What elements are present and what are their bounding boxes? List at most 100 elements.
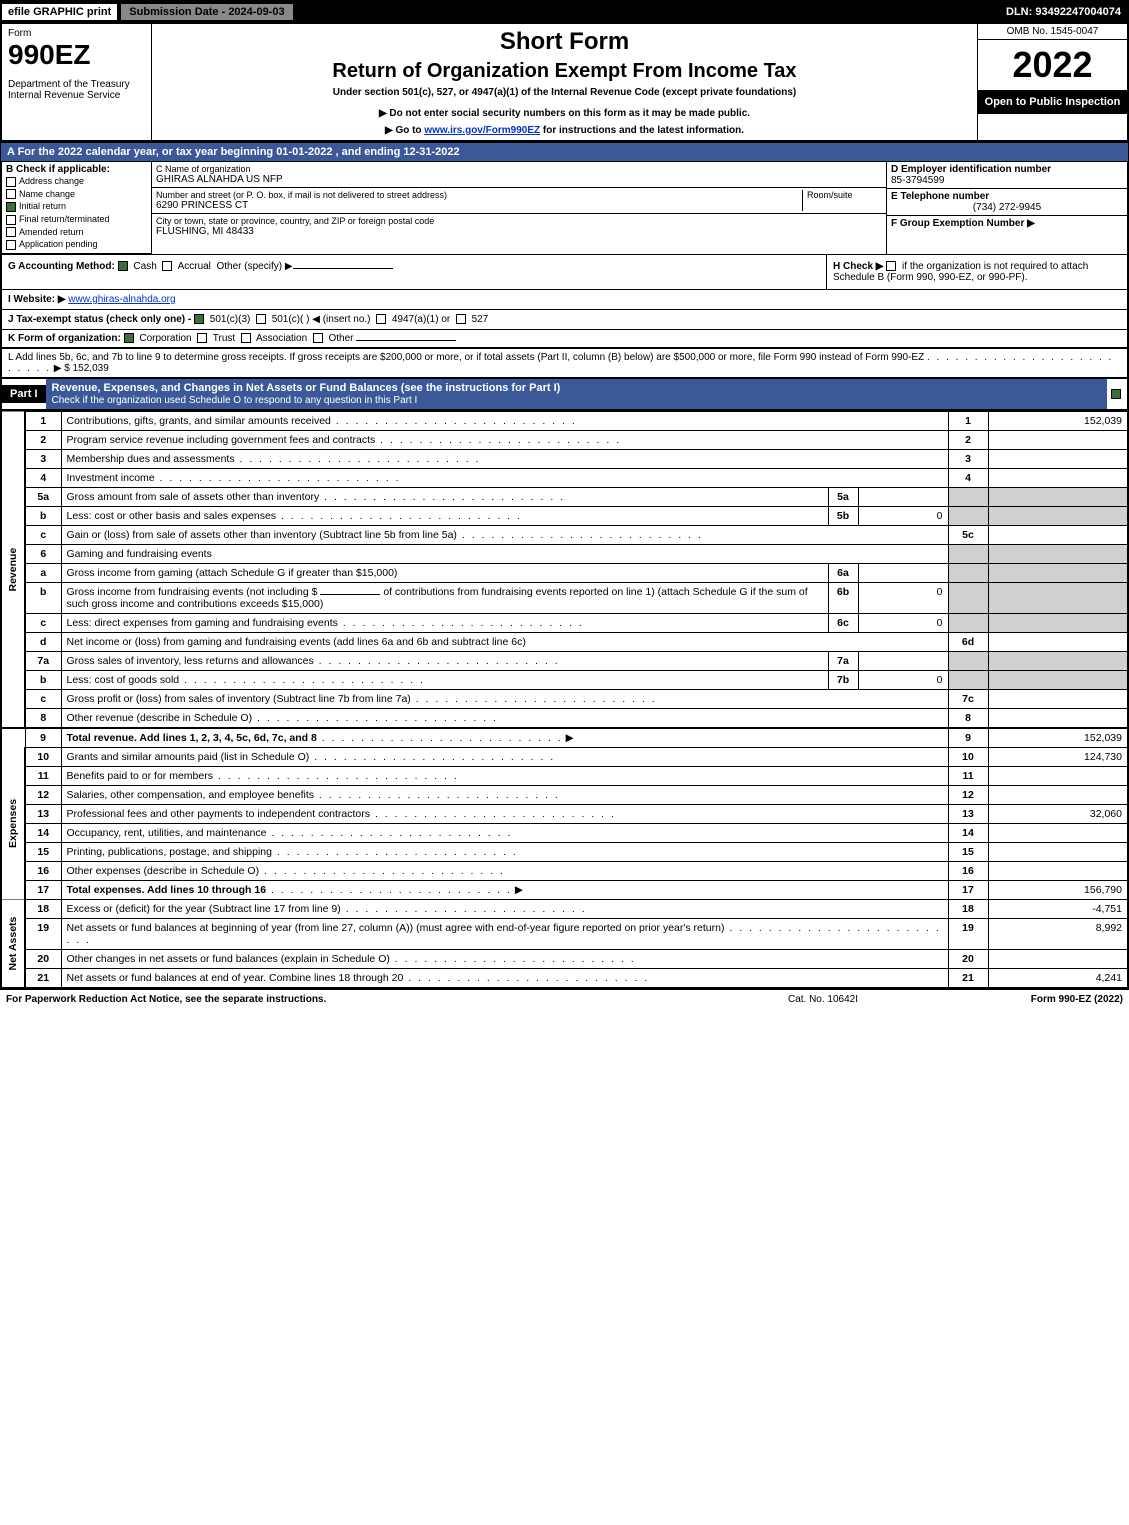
h-label: H Check ▶ — [833, 261, 883, 272]
org-name-label: C Name of organization — [156, 164, 882, 174]
check-final-return[interactable]: Final return/terminated — [6, 213, 147, 226]
line-7b-desc: Less: cost of goods sold — [67, 674, 180, 686]
other-org-input[interactable] — [356, 340, 456, 341]
corp-label: Corporation — [139, 333, 191, 344]
line-7b-subv: 0 — [858, 670, 948, 689]
check-address-change[interactable]: Address change — [6, 175, 147, 188]
accrual-label: Accrual — [178, 261, 211, 272]
line-6d-ln: 6d — [948, 632, 988, 651]
check-application-pending[interactable]: Application pending — [6, 238, 147, 251]
website-label: I Website: ▶ — [8, 294, 66, 305]
check-name-change[interactable]: Name change — [6, 188, 147, 201]
efile-print-label[interactable]: efile GRAPHIC print — [0, 2, 119, 22]
tax-exempt-label: J Tax-exempt status (check only one) - — [8, 314, 191, 325]
line-14-amt — [988, 823, 1128, 842]
check-other-org[interactable] — [313, 333, 323, 343]
cash-label: Cash — [133, 261, 156, 272]
line-2: 2 Program service revenue including gove… — [1, 430, 1128, 449]
line-6a-subv — [858, 563, 948, 582]
check-501c[interactable] — [256, 314, 266, 324]
footer-formref: Form 990-EZ (2022) — [923, 994, 1123, 1005]
line-16-num: 16 — [25, 861, 61, 880]
ein-value: 85-3794599 — [891, 175, 1123, 186]
line-5a: 5a Gross amount from sale of assets othe… — [1, 487, 1128, 506]
check-cash[interactable] — [118, 261, 128, 271]
under-section: Under section 501(c), 527, or 4947(a)(1)… — [156, 87, 973, 98]
box-h: H Check ▶ if the organization is not req… — [827, 255, 1127, 289]
check-amended-return[interactable]: Amended return — [6, 226, 147, 239]
check-h[interactable] — [886, 261, 896, 271]
short-form-title: Short Form — [156, 28, 973, 56]
line-6b-amt-shaded — [988, 582, 1128, 613]
website-link[interactable]: www.ghiras-alnahda.org — [68, 294, 175, 305]
line-13-desc: Professional fees and other payments to … — [67, 808, 371, 820]
line-6-ln-shaded — [948, 544, 988, 563]
check-corporation[interactable] — [124, 333, 134, 343]
line-6c-num: c — [25, 613, 61, 632]
line-8-amt — [988, 708, 1128, 728]
line-5c: c Gain or (loss) from sale of assets oth… — [1, 525, 1128, 544]
line-21: 21 Net assets or fund balances at end of… — [1, 968, 1128, 988]
line-6b-input[interactable] — [320, 594, 380, 595]
row-i: I Website: ▶ www.ghiras-alnahda.org — [0, 289, 1129, 309]
line-4-ln: 4 — [948, 468, 988, 487]
line-14: 14 Occupancy, rent, utilities, and maint… — [1, 823, 1128, 842]
check-trust[interactable] — [197, 333, 207, 343]
line-19-ln: 19 — [948, 918, 988, 949]
line-5a-desc: Gross amount from sale of assets other t… — [67, 491, 320, 503]
other-method-input[interactable] — [293, 268, 393, 269]
line-10-desc: Grants and similar amounts paid (list in… — [67, 751, 310, 763]
check-initial-return[interactable]: Initial return — [6, 200, 147, 213]
box-d: D Employer identification number 85-3794… — [887, 162, 1127, 254]
line-13-num: 13 — [25, 804, 61, 823]
section-a-taxyear: A For the 2022 calendar year, or tax yea… — [0, 142, 1129, 162]
line-9-ln: 9 — [948, 728, 988, 748]
line-15-num: 15 — [25, 842, 61, 861]
line-11-desc: Benefits paid to or for members — [67, 770, 213, 782]
line-2-num: 2 — [25, 430, 61, 449]
footer-catno: Cat. No. 10642I — [723, 994, 923, 1005]
line-8-num: 8 — [25, 708, 61, 728]
line-7b-amt-shaded — [988, 670, 1128, 689]
part1-check[interactable] — [1107, 388, 1127, 400]
line-19: 19 Net assets or fund balances at beginn… — [1, 918, 1128, 949]
line-5a-ln-shaded — [948, 487, 988, 506]
part1-title-text: Revenue, Expenses, and Changes in Net As… — [52, 382, 561, 394]
line-7a: 7a Gross sales of inventory, less return… — [1, 651, 1128, 670]
line-7c: c Gross profit or (loss) from sales of i… — [1, 689, 1128, 708]
line-6c-amt-shaded — [988, 613, 1128, 632]
opt-501c: 501(c)( ) ◀ (insert no.) — [272, 314, 371, 325]
irs-link[interactable]: www.irs.gov/Form990EZ — [424, 125, 540, 136]
line-6a-amt-shaded — [988, 563, 1128, 582]
line-6a-desc: Gross income from gaming (attach Schedul… — [67, 567, 398, 579]
line-6d: d Net income or (loss) from gaming and f… — [1, 632, 1128, 651]
line-10-amt: 124,730 — [988, 747, 1128, 766]
line-6c-subv: 0 — [858, 613, 948, 632]
line-7c-ln: 7c — [948, 689, 988, 708]
line-21-num: 21 — [25, 968, 61, 988]
check-association[interactable] — [241, 333, 251, 343]
line-5a-num: 5a — [25, 487, 61, 506]
line-17-num: 17 — [25, 880, 61, 899]
line-9-amt: 152,039 — [988, 728, 1128, 748]
header-left: Form 990EZ Department of the Treasury In… — [2, 24, 152, 140]
check-amended-return-label: Amended return — [19, 227, 84, 237]
line-7a-desc: Gross sales of inventory, less returns a… — [67, 655, 314, 667]
line-6c-sub: 6c — [828, 613, 858, 632]
line-5b-ln-shaded — [948, 506, 988, 525]
check-527[interactable] — [456, 314, 466, 324]
line-7a-num: 7a — [25, 651, 61, 670]
line-7a-sub: 7a — [828, 651, 858, 670]
tax-year: 2022 — [978, 40, 1127, 90]
line-15-desc: Printing, publications, postage, and shi… — [67, 846, 272, 858]
line-4-desc: Investment income — [67, 472, 155, 484]
trust-label: Trust — [213, 333, 235, 344]
line-5b-subv: 0 — [858, 506, 948, 525]
topbar: efile GRAPHIC print Submission Date - 20… — [0, 0, 1129, 24]
check-accrual[interactable] — [162, 261, 172, 271]
check-4947[interactable] — [376, 314, 386, 324]
line-9-desc: Total revenue. Add lines 1, 2, 3, 4, 5c,… — [67, 732, 317, 744]
line-6d-amt — [988, 632, 1128, 651]
footer-paperwork: For Paperwork Reduction Act Notice, see … — [6, 994, 723, 1005]
check-501c3[interactable] — [194, 314, 204, 324]
